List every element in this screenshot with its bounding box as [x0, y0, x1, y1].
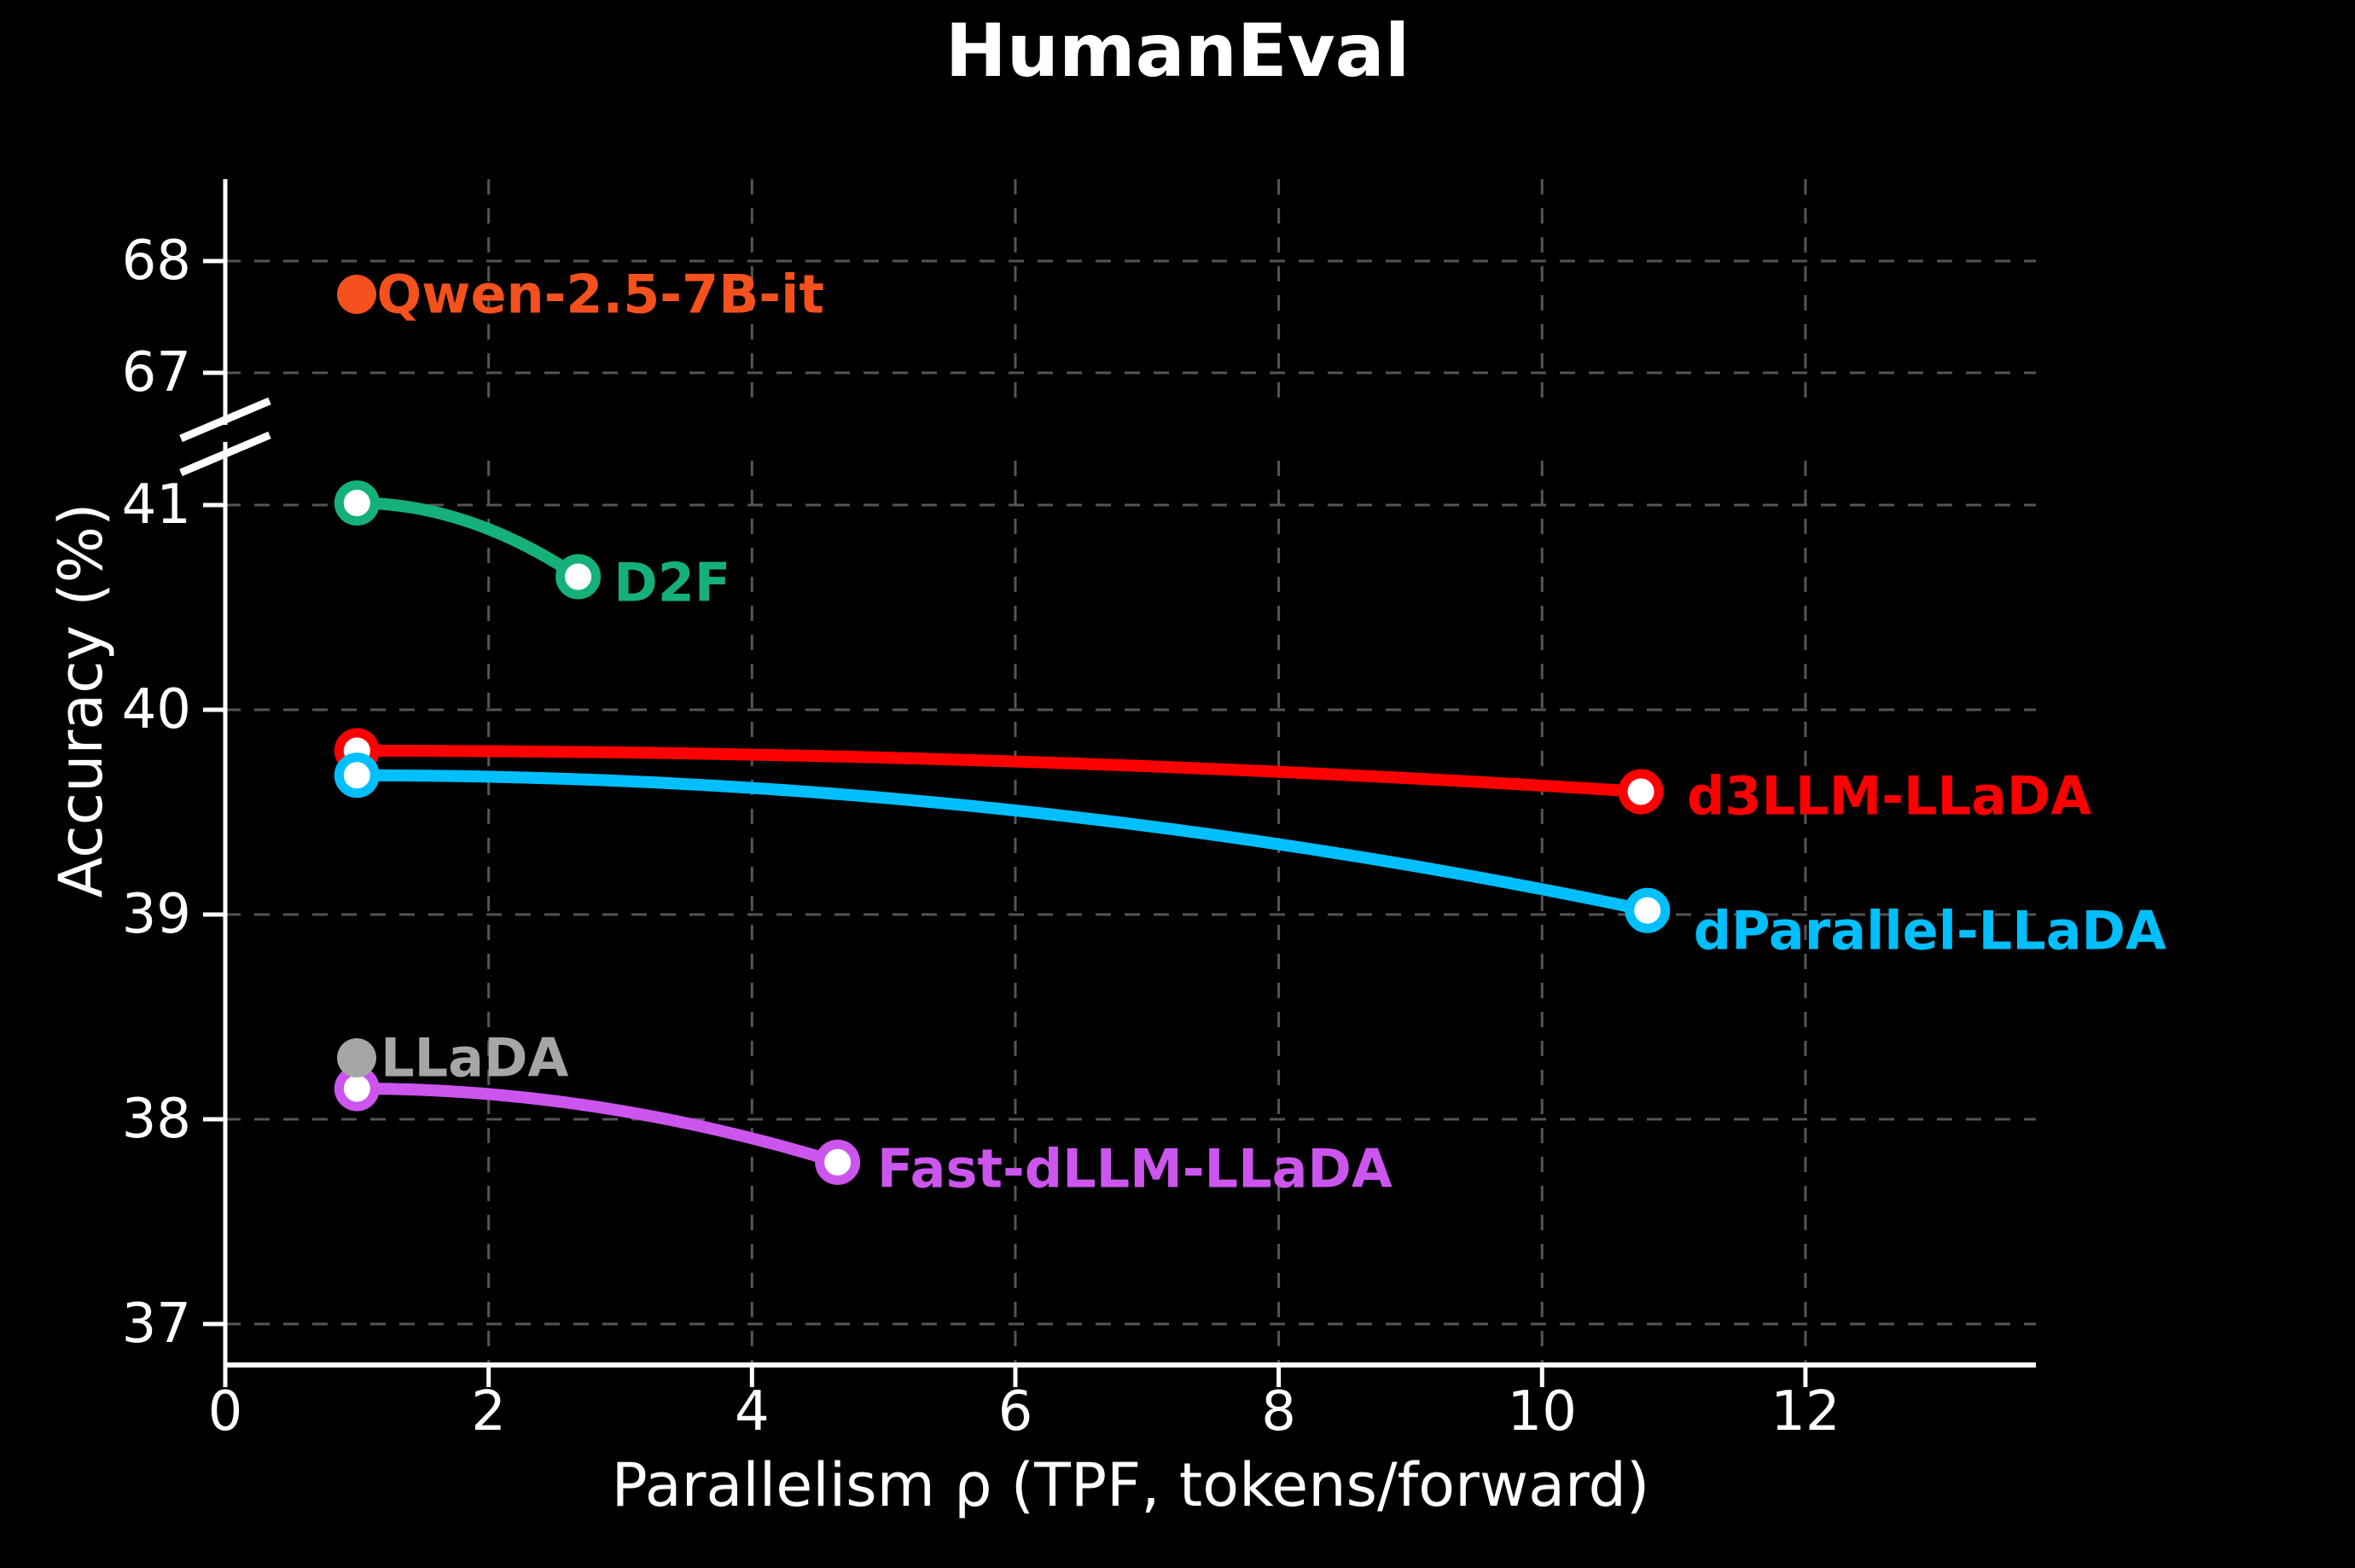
x-axis-label: Parallelism ρ (TPF, tokens/forward) — [611, 1450, 1650, 1520]
legend-dot-0 — [337, 275, 377, 315]
series-label-d3llm-llada: d3LLM-LLaDA — [1687, 764, 2092, 828]
axis-layer — [179, 179, 2036, 1387]
x-tick-label: 2 — [471, 1380, 506, 1443]
x-tick-label: 8 — [1261, 1380, 1296, 1443]
y-tick-label: 68 — [121, 229, 191, 293]
x-tick-label: 10 — [1507, 1380, 1577, 1443]
x-tick-label: 0 — [207, 1380, 243, 1443]
x-tick-label: 6 — [997, 1380, 1033, 1443]
series-label-d2f: D2F — [613, 551, 731, 614]
series-label-fast-dllm-llada: Fast-dLLM-LLaDA — [876, 1137, 1393, 1200]
series-label-qwen-2-5-7b-it: Qwen-2.5-7B-it — [376, 263, 824, 326]
legend-dot-4 — [337, 1038, 377, 1077]
y-tick-label: 37 — [121, 1292, 191, 1356]
series-label-llada: LLaDA — [381, 1026, 569, 1089]
y-tick-label: 41 — [121, 473, 191, 537]
y-tick-label: 40 — [121, 678, 191, 741]
x-tick-label: 4 — [734, 1380, 770, 1443]
series-label-dparallel-llada: dParallel-LLaDA — [1693, 899, 2166, 962]
chart-title: HumanEval — [945, 9, 1410, 94]
series-layer — [334, 480, 1671, 1185]
y-tick-label: 67 — [121, 341, 191, 404]
x-tick-label: 12 — [1771, 1380, 1840, 1443]
grid-layer — [225, 179, 2036, 1365]
y-tick-label: 39 — [121, 883, 191, 946]
y-tick-label: 38 — [121, 1088, 191, 1151]
